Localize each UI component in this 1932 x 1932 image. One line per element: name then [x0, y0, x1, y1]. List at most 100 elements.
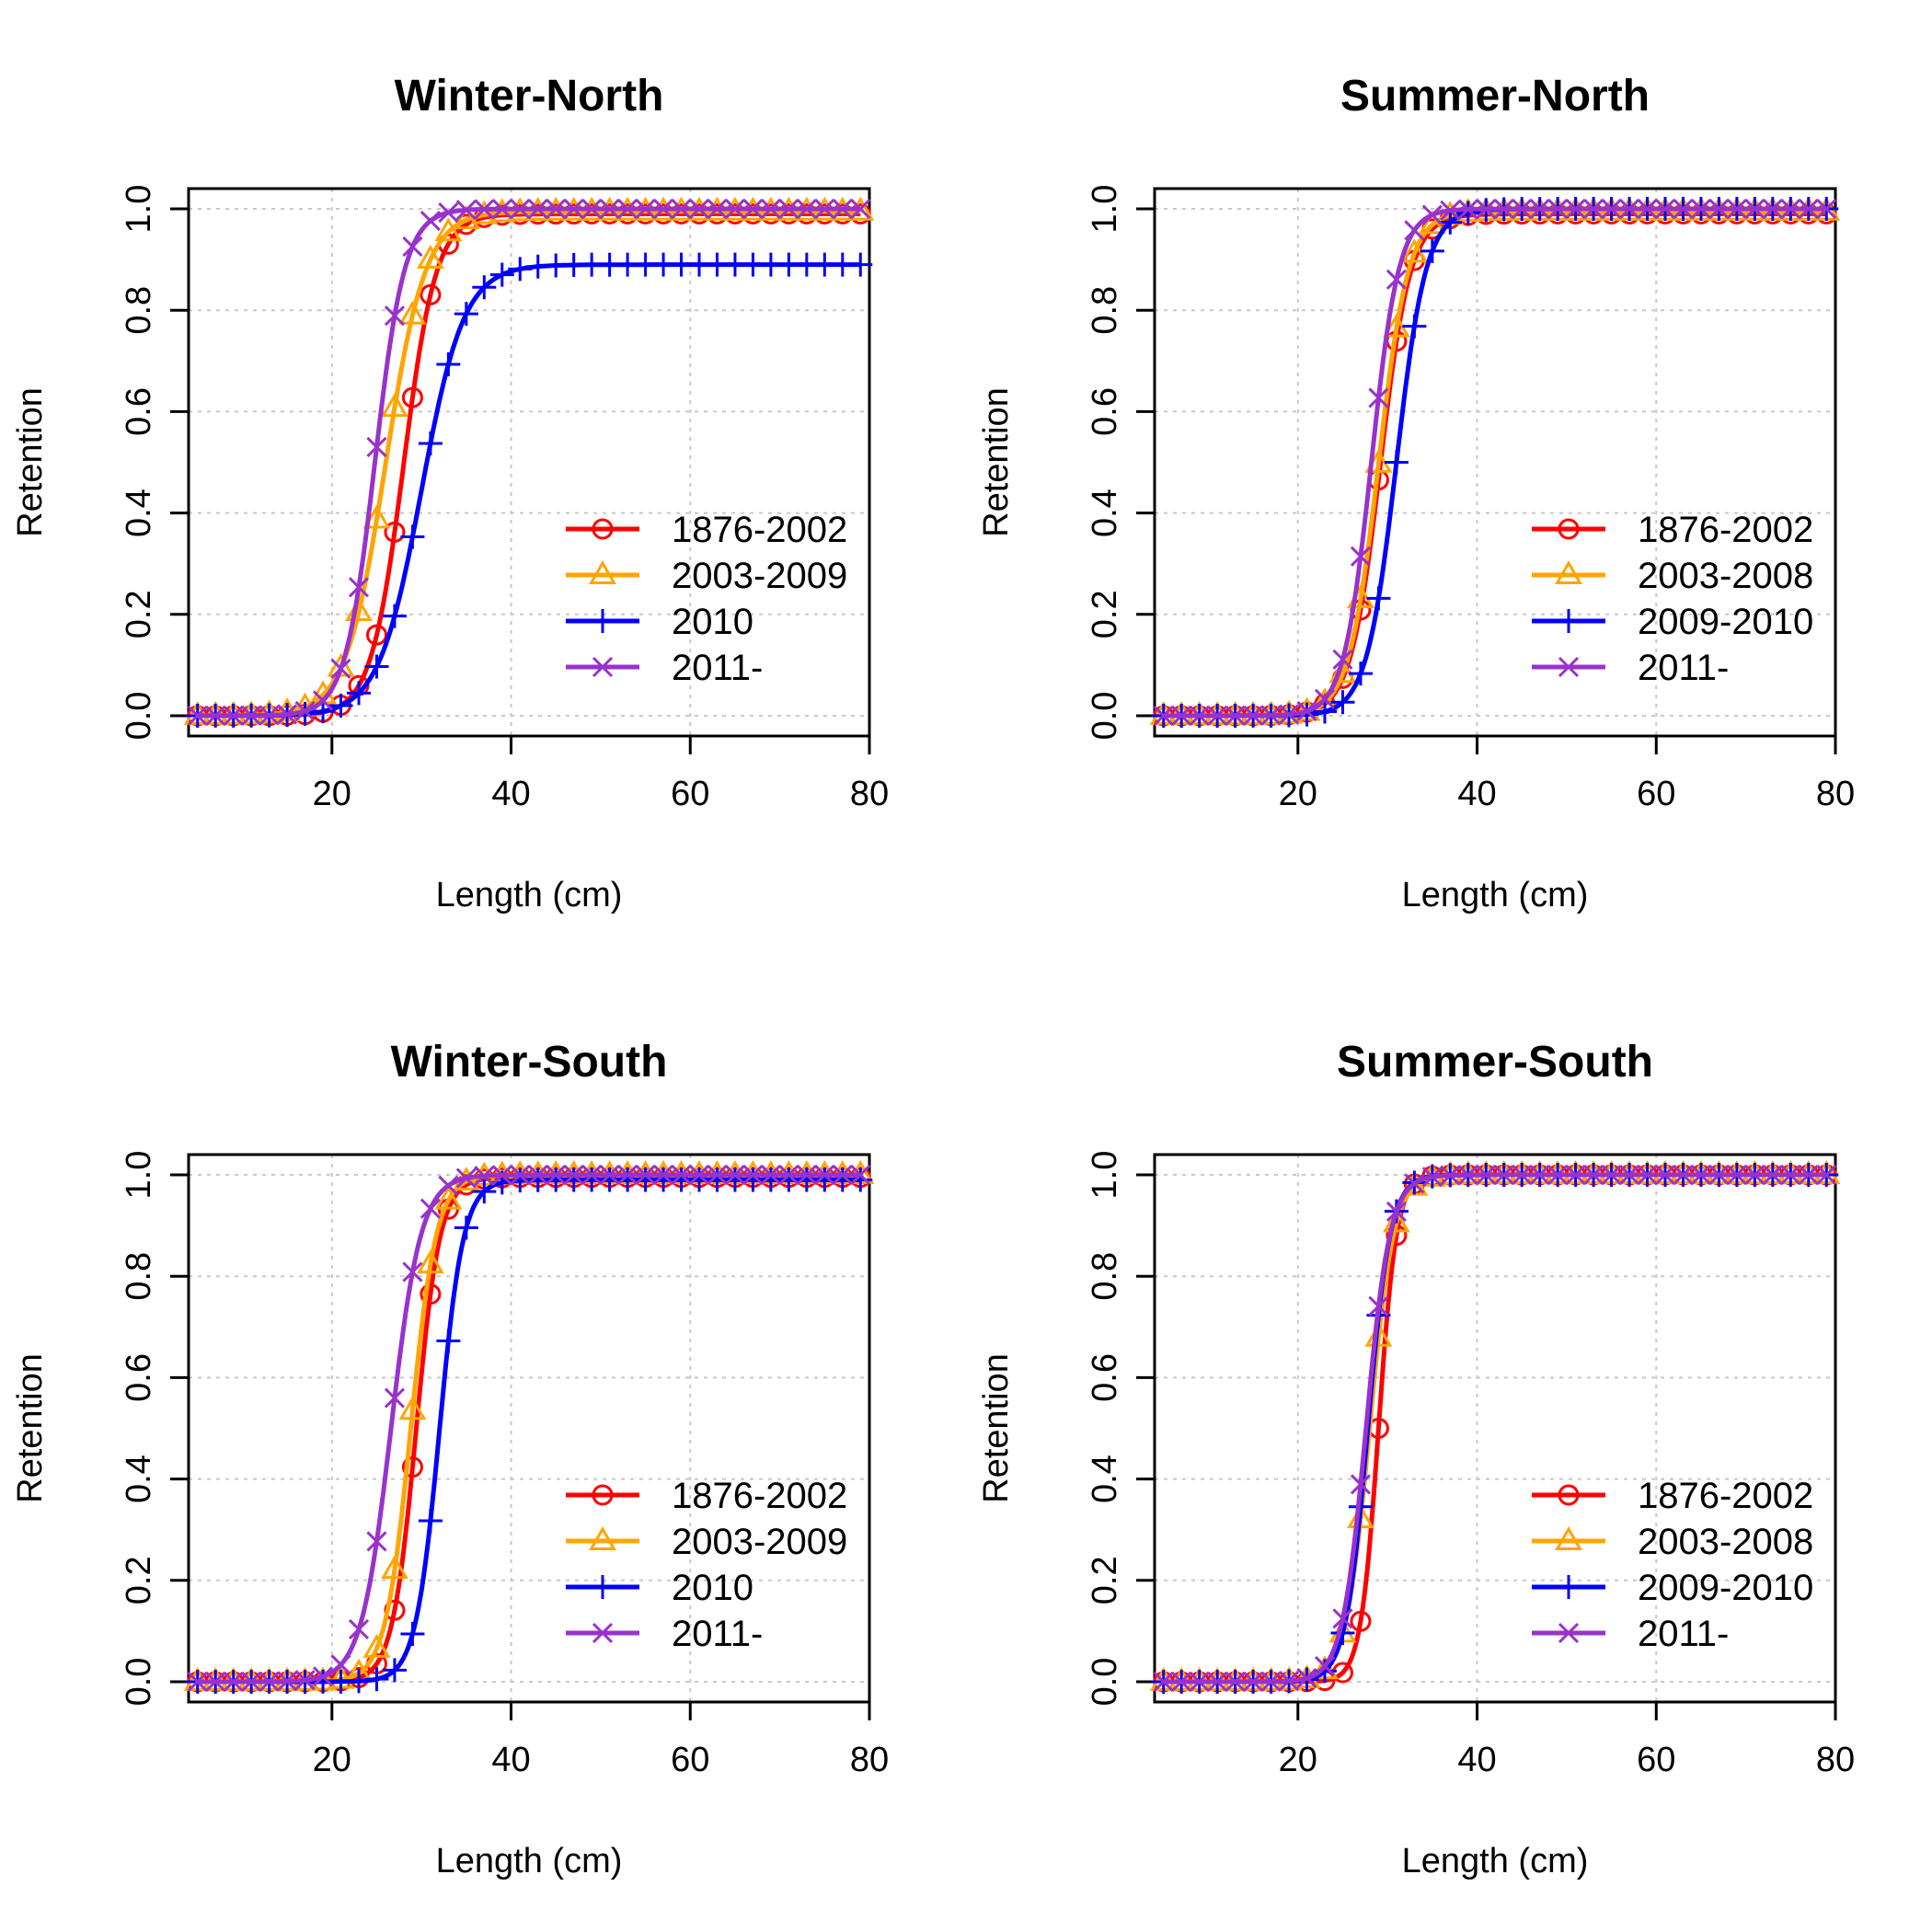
- cross-marker: [1798, 198, 1819, 220]
- cross-marker: [1314, 1655, 1336, 1677]
- cross-marker: [850, 1164, 871, 1186]
- cross-marker: [1314, 688, 1336, 709]
- plus-marker: [848, 252, 873, 277]
- legend-label: 2011-: [1638, 648, 1729, 688]
- plus-marker: [1420, 238, 1444, 263]
- y-tick-label: 0.2: [120, 590, 158, 638]
- cross-marker: [1260, 1671, 1282, 1692]
- cross-marker: [1332, 1608, 1353, 1629]
- legend-label: 2010: [672, 1568, 753, 1608]
- cross-marker: [1440, 1165, 1461, 1186]
- cross-marker: [1762, 1164, 1783, 1186]
- triangle-marker: [362, 1633, 391, 1658]
- y-tick-label: 0.6: [120, 387, 158, 436]
- triangle-marker: [1382, 313, 1410, 338]
- plot-frame: [187, 1153, 871, 1704]
- cross-marker: [1744, 1164, 1765, 1186]
- cross-marker: [1816, 198, 1837, 220]
- circle-marker: [592, 1484, 614, 1506]
- cross-marker: [1583, 1164, 1604, 1186]
- plus-marker: [472, 1179, 497, 1204]
- plus-marker: [364, 1667, 389, 1692]
- y-tick-label: 0.0: [1086, 692, 1124, 741]
- cross-marker: [1690, 198, 1712, 220]
- cross-marker: [1260, 705, 1282, 726]
- cross-marker: [546, 1164, 567, 1186]
- cross-marker: [1744, 198, 1765, 220]
- cross-marker: [1583, 198, 1604, 220]
- legend-label: 1876-2002: [1638, 1476, 1813, 1516]
- cross-marker: [1278, 704, 1300, 725]
- cross-marker: [635, 198, 656, 220]
- plus-marker: [418, 1508, 443, 1533]
- cross-marker: [277, 1671, 298, 1692]
- plus-marker: [1313, 699, 1337, 724]
- cross-marker: [474, 1166, 495, 1187]
- panel-summer-south: Summer-South Length (cm) Retention 20 40 6…: [977, 1038, 1855, 1880]
- cross-marker: [1421, 1167, 1443, 1188]
- legend-label: 1876-2002: [672, 510, 847, 550]
- y-axis: 0.0 0.2 0.4 0.6 0.8 1.0: [1086, 1151, 1155, 1706]
- cross-marker: [187, 705, 208, 727]
- cross-marker: [1816, 1164, 1837, 1186]
- y-tick-label: 0.2: [120, 1556, 158, 1604]
- cross-marker: [1189, 1671, 1210, 1693]
- x-axis: 20 40 60 80: [313, 1702, 889, 1779]
- legend-entry: 1876-2002: [1532, 1476, 1813, 1516]
- plus-marker: [418, 431, 443, 456]
- cross-marker: [1243, 1671, 1264, 1692]
- cross-marker: [1673, 198, 1694, 220]
- triangle-marker: [327, 652, 355, 677]
- cross-marker: [1493, 199, 1514, 220]
- plus-marker: [489, 262, 514, 287]
- cross-marker: [205, 1671, 226, 1693]
- y-tick-label: 0.8: [120, 1252, 158, 1301]
- panel-title: Summer-South: [1337, 1038, 1653, 1087]
- legend-entry: 2003-2008: [1532, 556, 1813, 596]
- cross-marker: [652, 1164, 674, 1186]
- plus-marker: [1455, 201, 1480, 225]
- series-2009-2010: [1151, 1163, 1839, 1694]
- series-2011-: [1153, 1164, 1837, 1693]
- circle-marker: [420, 1283, 442, 1305]
- cross-marker: [259, 705, 280, 726]
- plot-frame: [1153, 187, 1837, 738]
- panel-summer-north: Summer-North Length (cm) Retention 20 40 6…: [977, 72, 1855, 914]
- x-tick-label: 60: [671, 1741, 709, 1779]
- triangle-marker: [416, 245, 444, 270]
- cross-marker: [1476, 1164, 1497, 1186]
- series-line: [197, 1172, 861, 1685]
- y-tick-label: 0.6: [1086, 1353, 1124, 1402]
- cross-marker: [384, 305, 406, 327]
- x-tick-label: 60: [671, 775, 709, 813]
- cross-marker: [1171, 1671, 1192, 1693]
- cross-marker: [1421, 204, 1443, 225]
- x-tick-label: 20: [1279, 1741, 1317, 1779]
- cross-marker: [1153, 705, 1174, 727]
- y-tick-label: 0.8: [1086, 1252, 1124, 1301]
- legend-label: 1876-2002: [672, 1476, 847, 1516]
- cross-marker: [563, 198, 584, 220]
- cross-marker: [241, 705, 262, 726]
- cross-marker: [402, 236, 423, 258]
- cross-marker: [1368, 387, 1389, 408]
- cross-marker: [796, 198, 817, 220]
- x-axis: 20 40 60 80: [1279, 736, 1855, 813]
- cross-marker: [1207, 1671, 1228, 1693]
- cross-marker: [277, 704, 298, 725]
- series-2003-2009: [183, 1160, 875, 1691]
- cross-marker: [384, 1387, 406, 1409]
- cross-marker: [1440, 200, 1461, 221]
- cross-marker: [814, 1164, 835, 1186]
- panel-winter-north: Winter-North Length (cm) Retention 20 40 6…: [11, 72, 889, 914]
- legend-entry: 1876-2002: [566, 1476, 847, 1516]
- gridlines: [189, 1155, 870, 1702]
- series-2011-: [1153, 198, 1837, 727]
- x-tick-label: 80: [850, 775, 889, 813]
- legend-entry: 2011-: [566, 648, 763, 688]
- cross-marker: [1601, 198, 1622, 220]
- y-axis: 0.0 0.2 0.4 0.6 0.8 1.0: [120, 1151, 189, 1706]
- cross-marker: [581, 198, 603, 220]
- cross-marker: [223, 705, 244, 726]
- triangle-marker: [1555, 559, 1582, 584]
